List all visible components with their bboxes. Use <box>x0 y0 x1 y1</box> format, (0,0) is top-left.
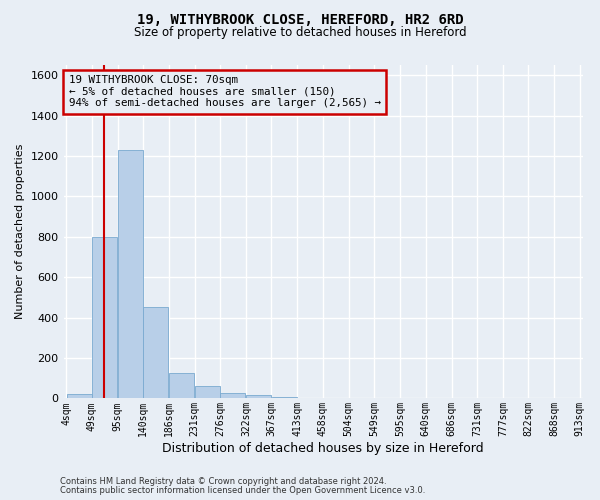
Bar <box>143 308 169 398</box>
Bar <box>246 396 271 398</box>
Bar <box>92 237 117 398</box>
Bar <box>220 394 245 398</box>
Bar <box>195 386 220 398</box>
Bar <box>118 150 143 398</box>
Bar <box>169 373 194 398</box>
Bar <box>67 394 92 398</box>
Text: Contains HM Land Registry data © Crown copyright and database right 2024.: Contains HM Land Registry data © Crown c… <box>60 477 386 486</box>
Text: 19 WITHYBROOK CLOSE: 70sqm
← 5% of detached houses are smaller (150)
94% of semi: 19 WITHYBROOK CLOSE: 70sqm ← 5% of detac… <box>69 75 381 108</box>
Text: 19, WITHYBROOK CLOSE, HEREFORD, HR2 6RD: 19, WITHYBROOK CLOSE, HEREFORD, HR2 6RD <box>137 12 463 26</box>
X-axis label: Distribution of detached houses by size in Hereford: Distribution of detached houses by size … <box>162 442 484 455</box>
Y-axis label: Number of detached properties: Number of detached properties <box>15 144 25 320</box>
Text: Size of property relative to detached houses in Hereford: Size of property relative to detached ho… <box>134 26 466 39</box>
Text: Contains public sector information licensed under the Open Government Licence v3: Contains public sector information licen… <box>60 486 425 495</box>
